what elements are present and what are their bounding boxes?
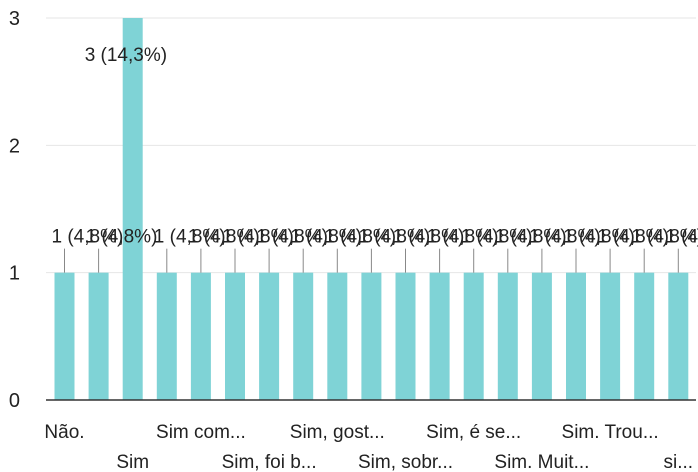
y-tick-label: 1 [9,263,20,285]
data-label: 1 (4,8%) [461,227,533,248]
bar [600,272,621,400]
data-label: 1 (4,8%) [597,227,669,248]
data-label: 1 (4,8%) [665,227,698,248]
bar [634,272,655,400]
data-label: 1 (4,8%) [495,227,567,248]
bar [395,272,416,400]
bar [668,272,689,400]
category-label: Sim, gost... [290,422,385,443]
category-label: Sim com... [156,422,246,443]
bar [88,272,109,400]
data-label: 1 (4,8%) [529,227,601,248]
data-label: 1 (4,8%) [563,227,635,248]
bar [293,272,314,400]
bar [531,272,552,400]
data-label: 1 (4,8%) [427,227,499,248]
data-label: 1 (4,8%) [631,227,698,248]
data-label: 1 (4,8%) [290,227,362,248]
bar [463,272,484,400]
bar [327,272,348,400]
bar [225,272,245,400]
data-label: 1 (4,8%) [393,227,465,248]
category-label: si... [664,452,694,472]
bar [429,272,450,400]
data-label: 1 (4,8%) [256,227,328,248]
data-label: 3 (14,3%) [85,45,167,66]
data-label: 1 (4,8%) [188,227,260,248]
bar [122,18,143,400]
category-label: Não. [44,422,84,443]
bar [361,272,382,400]
data-label: 1 (4,8%) [154,227,226,248]
bar [259,272,280,400]
category-label: Sim, foi b... [222,452,317,472]
bar [497,272,518,400]
category-label: Sim. Muit... [494,452,589,472]
category-label: Sim, sobr... [358,452,453,472]
y-tick-label: 0 [9,390,20,412]
category-label: Sim, é se... [426,422,521,443]
bar [156,272,177,400]
data-label: 1 (4,8%) [222,227,294,248]
bar [566,272,586,400]
y-tick-label: 3 [9,8,20,30]
data-label: 1 (4,8%) [86,227,158,248]
bar [54,272,75,400]
data-label: 1 (4,8%) [52,227,124,248]
bar [190,272,211,400]
y-tick-label: 2 [9,135,20,157]
category-label: Sim. Trou... [562,422,659,443]
data-label: 1 (4,8%) [358,227,430,248]
data-label: 1 (4,8%) [324,227,396,248]
category-label: Sim [116,452,149,472]
